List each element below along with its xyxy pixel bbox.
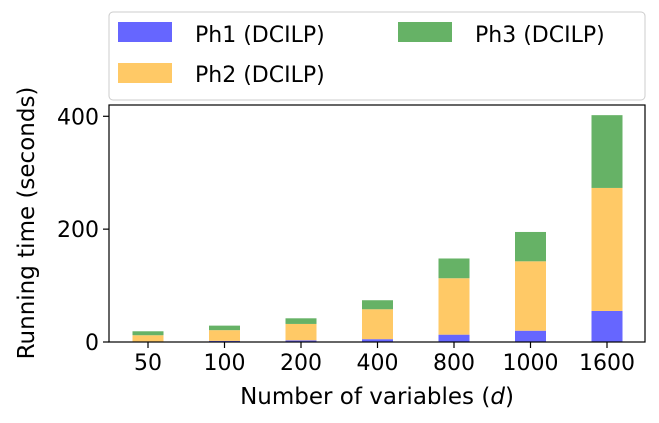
x-tick-label: 1000	[503, 351, 559, 376]
x-tick-label: 800	[433, 351, 475, 376]
x-tick-label: 200	[280, 351, 322, 376]
bar-segment-ph1-1000	[515, 330, 546, 342]
bar-segment-ph3-50	[132, 331, 164, 336]
x-tick-label: 400	[357, 351, 399, 376]
bar-segment-ph2-50	[132, 335, 164, 342]
bar-segment-ph2-200	[285, 323, 317, 341]
x-tick-label: 1600	[579, 351, 635, 376]
bar-segment-ph2-400	[362, 309, 393, 340]
bar-segment-ph3-100	[209, 325, 240, 331]
bar-segment-ph3-1000	[515, 231, 546, 262]
bar-segment-ph2-100	[209, 330, 240, 341]
y-axis-label: Running time (seconds)	[14, 87, 40, 360]
bar-segment-ph1-1600	[591, 310, 623, 342]
x-tick-label: 100	[204, 351, 246, 376]
bar-segment-ph3-1600	[591, 115, 623, 188]
legend-swatch-ph1	[118, 22, 172, 42]
legend-label-ph2: Ph2 (DCILP)	[195, 63, 325, 88]
bar-segment-ph3-400	[362, 300, 393, 310]
y-tick-label: 200	[57, 218, 99, 243]
bar-segment-ph3-200	[285, 318, 317, 324]
bar-segment-ph2-1600	[591, 187, 623, 311]
bar-segment-ph1-400	[362, 339, 393, 342]
axis-ticks: 50 100 200 400 800 1000 1600 0 200 400	[57, 105, 635, 376]
legend: Ph1 (DCILP) Ph2 (DCILP) Ph3 (DCILP)	[108, 11, 646, 101]
bar-segment-ph2-800	[438, 278, 470, 335]
legend-label-ph1: Ph1 (DCILP)	[195, 23, 325, 48]
bars	[132, 115, 623, 342]
y-tick-label: 0	[85, 331, 99, 356]
legend-label-ph3: Ph3 (DCILP)	[475, 23, 605, 48]
x-tick-label: 50	[134, 351, 162, 376]
bar-segment-ph1-800	[438, 334, 470, 342]
legend-frame	[108, 11, 646, 101]
x-axis-label: Number of variables (d)	[240, 384, 514, 410]
bar-segment-ph1-200	[285, 340, 317, 342]
legend-swatch-ph3	[398, 22, 452, 42]
bar-segment-ph3-800	[438, 258, 470, 279]
bar-segment-ph2-1000	[515, 261, 546, 331]
y-tick-label: 400	[57, 105, 99, 130]
legend-swatch-ph2	[118, 63, 172, 83]
